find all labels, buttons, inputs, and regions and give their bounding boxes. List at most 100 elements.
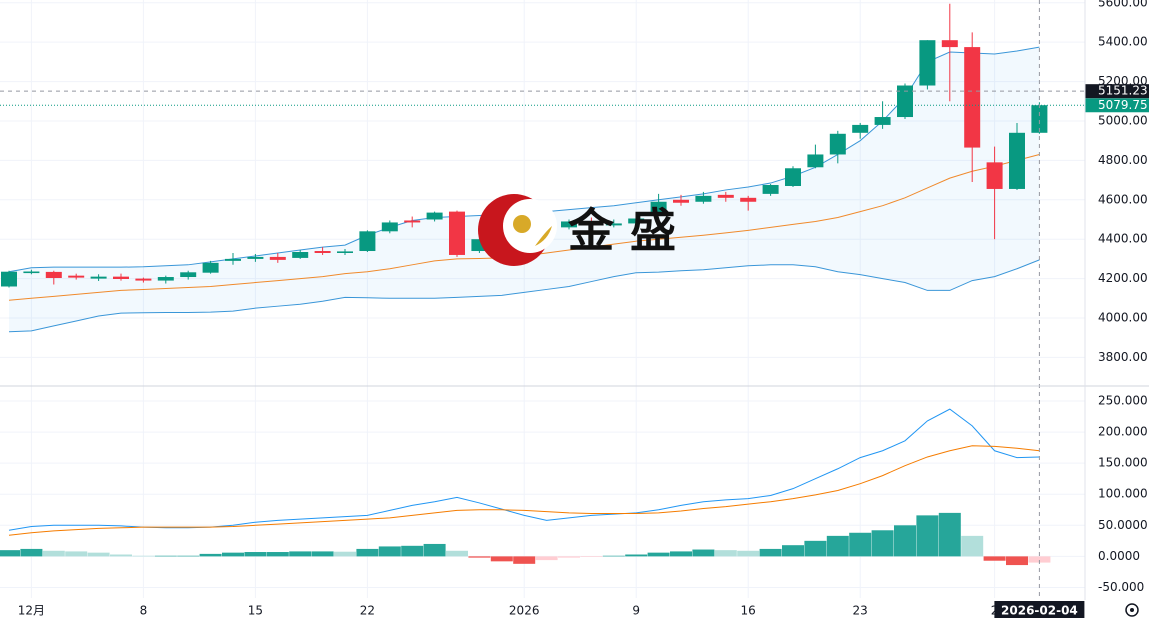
histogram-bar	[647, 552, 670, 557]
candle-body	[314, 251, 331, 253]
histogram-bar	[535, 556, 558, 561]
histogram-bar	[20, 548, 43, 557]
x-tick-label: 22	[360, 604, 375, 618]
plot-layer	[0, 3, 1051, 566]
candle-body	[785, 168, 801, 186]
histogram-bar	[244, 552, 267, 557]
histogram-bar	[177, 555, 200, 557]
candle-body	[135, 278, 152, 281]
candle-body	[874, 117, 891, 125]
candle-body	[1031, 105, 1048, 133]
candle-body	[986, 162, 1003, 189]
candle-body	[381, 222, 398, 232]
y-tick-label: 3800.00	[1098, 350, 1148, 364]
candle-body	[225, 258, 241, 261]
macd-line	[8, 445, 1040, 536]
histogram-bar	[916, 515, 939, 557]
histogram-bar	[558, 556, 580, 558]
candle-body	[426, 212, 443, 220]
histogram-bar	[423, 543, 446, 557]
histogram-bar	[871, 530, 894, 557]
candle-body	[359, 231, 376, 252]
candle-body	[919, 40, 936, 86]
histogram-bar	[602, 555, 625, 557]
candle-body	[695, 195, 712, 202]
candle-body	[740, 197, 757, 202]
candle-body	[605, 223, 622, 226]
y-tick-label: 100.000	[1098, 487, 1148, 501]
candle-body	[829, 133, 846, 155]
crosshair-date-label: 2026-02-04	[1001, 604, 1078, 618]
histogram-bar	[468, 556, 491, 558]
histogram-bar	[378, 546, 401, 557]
histogram-bar	[961, 535, 984, 557]
histogram-bar	[1028, 556, 1051, 563]
band-fill	[9, 47, 1040, 332]
histogram-bar	[154, 555, 177, 557]
histogram-bar	[625, 554, 648, 557]
watermark-text: 金 盛	[567, 204, 676, 258]
candle-body	[561, 221, 577, 228]
candle-body	[583, 221, 600, 225]
histogram-bar	[894, 525, 916, 557]
histogram-bar	[490, 556, 513, 562]
candle-body	[202, 262, 219, 273]
y-tick-label: 5600.00	[1098, 0, 1148, 9]
candle-body	[337, 251, 353, 253]
y-tick-label: 5000.00	[1098, 113, 1148, 127]
macd-line	[8, 408, 1040, 531]
candle-body	[471, 239, 488, 252]
candle-body	[673, 199, 689, 203]
settings-icon[interactable]	[1125, 603, 1139, 617]
histogram-bar	[222, 552, 244, 557]
crosshair-price-label: 5151.23	[1098, 84, 1148, 98]
histogram-bar	[42, 550, 65, 557]
last-price-label: 5079.75	[1098, 98, 1148, 112]
candle-body	[404, 220, 421, 223]
histogram-bar	[0, 550, 20, 557]
candle-body	[23, 271, 40, 274]
grid-layer: 5600.005400.005200.005000.004800.004600.…	[0, 0, 1148, 598]
y-tick-label: 0.0000	[1098, 549, 1140, 563]
y-tick-label: 4800.00	[1098, 153, 1148, 167]
candle-body	[292, 252, 309, 258]
histogram-bar	[199, 553, 222, 557]
candle-body	[762, 185, 779, 194]
y-tick-label: 5400.00	[1098, 35, 1148, 49]
histogram-bar	[580, 556, 603, 557]
crosshair-price-box	[1085, 84, 1149, 99]
y-tick-label: 200.000	[1098, 425, 1148, 439]
y-tick-label: 4400.00	[1098, 232, 1148, 246]
histogram-bar	[65, 551, 88, 557]
x-tick-label: 8	[140, 604, 148, 618]
candle-body	[449, 211, 465, 255]
candle-body	[113, 276, 129, 279]
y-tick-label: -50.000	[1098, 580, 1144, 594]
gear[interactable]	[1125, 603, 1139, 617]
y-tick-label: 4200.00	[1098, 271, 1148, 285]
histogram-bar	[1006, 556, 1028, 566]
crosshair-date-box	[994, 601, 1085, 618]
histogram-bar	[356, 548, 379, 557]
histogram-bar	[782, 545, 804, 557]
logo-leaf	[535, 226, 552, 246]
candle-body	[941, 40, 958, 48]
y-tick-label: 250.000	[1098, 394, 1148, 408]
x-tick-label: 12月	[18, 604, 45, 618]
candle-body	[717, 194, 734, 198]
y-tick-label: 4600.00	[1098, 192, 1148, 206]
x-tick-label: 9	[632, 604, 640, 618]
candle-body	[807, 154, 824, 168]
candle-body	[90, 276, 107, 279]
y-tick-label: 150.000	[1098, 456, 1148, 470]
histogram-bar	[714, 550, 737, 557]
candle-body	[1009, 132, 1025, 189]
histogram-bar	[311, 551, 334, 557]
histogram-bar	[670, 551, 692, 557]
x-tick-label: 16	[741, 604, 756, 618]
y-tick-label: 50.0000	[1098, 518, 1148, 532]
gear-hub[interactable]	[1130, 608, 1134, 612]
histogram-bar	[513, 556, 536, 564]
candle-body	[269, 256, 286, 260]
